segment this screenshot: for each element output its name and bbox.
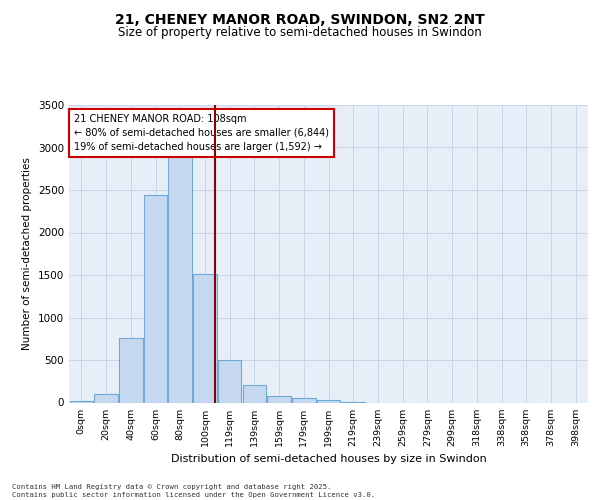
Bar xyxy=(268,396,291,402)
Bar xyxy=(119,338,143,402)
Bar xyxy=(169,156,192,402)
Bar xyxy=(317,400,340,402)
Text: 21, CHENEY MANOR ROAD, SWINDON, SN2 2NT: 21, CHENEY MANOR ROAD, SWINDON, SN2 2NT xyxy=(115,12,485,26)
Bar xyxy=(218,360,241,403)
X-axis label: Distribution of semi-detached houses by size in Swindon: Distribution of semi-detached houses by … xyxy=(170,454,487,464)
Text: Contains HM Land Registry data © Crown copyright and database right 2025.
Contai: Contains HM Land Registry data © Crown c… xyxy=(12,484,375,498)
Bar xyxy=(144,195,167,402)
Bar xyxy=(94,394,118,402)
Y-axis label: Number of semi-detached properties: Number of semi-detached properties xyxy=(22,158,32,350)
Text: 21 CHENEY MANOR ROAD: 108sqm
← 80% of semi-detached houses are smaller (6,844)
1: 21 CHENEY MANOR ROAD: 108sqm ← 80% of se… xyxy=(74,114,329,152)
Bar xyxy=(70,401,93,402)
Bar xyxy=(292,398,316,402)
Text: Size of property relative to semi-detached houses in Swindon: Size of property relative to semi-detach… xyxy=(118,26,482,39)
Bar xyxy=(242,384,266,402)
Bar xyxy=(193,274,217,402)
